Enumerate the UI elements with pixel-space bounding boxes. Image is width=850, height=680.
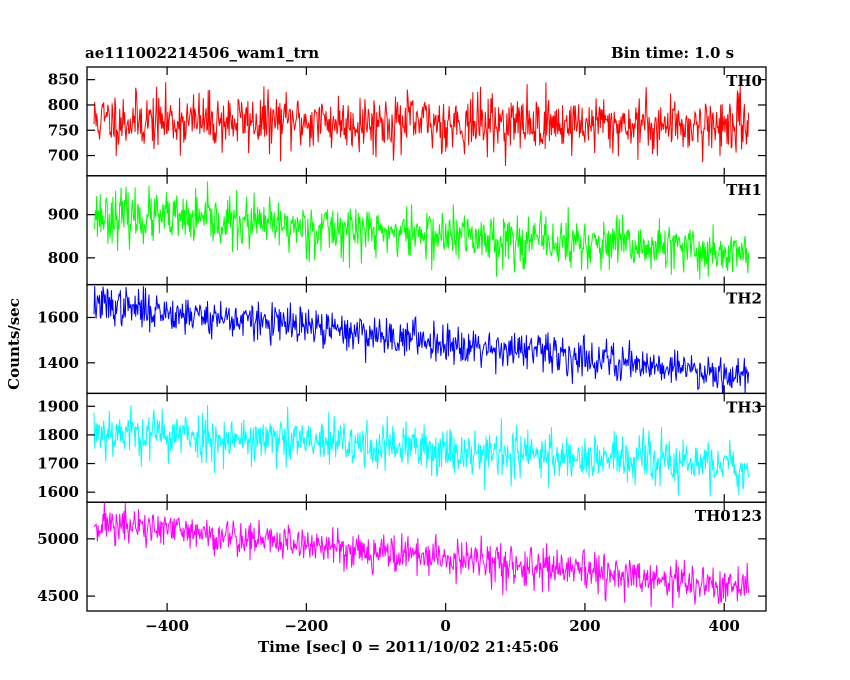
series-th1 [93, 181, 750, 280]
xtick-label: −200 [284, 617, 328, 635]
ytick-label-th0: 700 [48, 147, 79, 165]
ytick-label-th2: 1400 [37, 354, 79, 372]
xtick-label: 400 [709, 617, 740, 635]
ytick-label-th0: 850 [48, 71, 79, 89]
panel-label-th0: TH0 [726, 72, 762, 90]
ytick-label-th3: 1600 [37, 483, 79, 501]
ytick-label-th1: 800 [48, 249, 79, 267]
panel-label-th0123: TH0123 [695, 507, 762, 525]
ytick-label-th3: 1900 [37, 397, 79, 415]
ytick-label-th3: 1800 [37, 426, 79, 444]
ytick-label-th0: 800 [48, 96, 79, 114]
panel-label-th2: TH2 [726, 290, 762, 308]
ytick-label-th0123: 4500 [37, 587, 79, 605]
series-th2 [93, 285, 750, 394]
ytick-label-th0: 750 [48, 121, 79, 139]
panel-frame-th0123 [86, 501, 767, 612]
ytick-label-th3: 1700 [37, 455, 79, 473]
bin-time-label: Bin time: 1.0 s [611, 44, 735, 62]
chart-title: ae111002214506_wam1_trn [85, 44, 320, 62]
ytick-label-th0123: 5000 [37, 530, 79, 548]
panel-label-th3: TH3 [726, 398, 762, 416]
xtick-label: 0 [440, 617, 450, 635]
xtick-label: 200 [569, 617, 600, 635]
series-th0 [93, 82, 750, 166]
series-th0123 [93, 502, 750, 608]
panel-label-th1: TH1 [726, 181, 762, 199]
series-th3 [93, 405, 750, 497]
ytick-label-th2: 1600 [37, 308, 79, 326]
ytick-label-th1: 900 [48, 206, 79, 224]
x-axis-label: Time [sec] 0 = 2011/10/02 21:45:06 [258, 638, 559, 656]
xtick-label: −400 [145, 617, 189, 635]
